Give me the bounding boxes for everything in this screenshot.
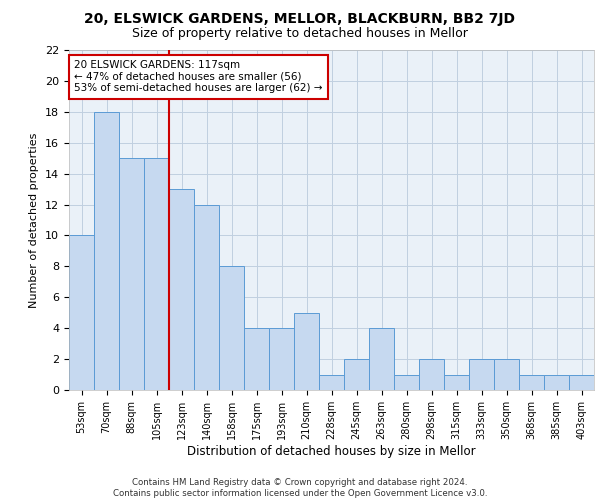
Bar bbox=[244, 328, 269, 390]
Bar bbox=[194, 204, 219, 390]
Bar bbox=[269, 328, 294, 390]
Bar bbox=[69, 236, 94, 390]
Bar bbox=[544, 374, 569, 390]
Bar bbox=[444, 374, 469, 390]
Y-axis label: Number of detached properties: Number of detached properties bbox=[29, 132, 40, 308]
Bar bbox=[144, 158, 169, 390]
Text: 20 ELSWICK GARDENS: 117sqm
← 47% of detached houses are smaller (56)
53% of semi: 20 ELSWICK GARDENS: 117sqm ← 47% of deta… bbox=[74, 60, 323, 94]
Text: Size of property relative to detached houses in Mellor: Size of property relative to detached ho… bbox=[132, 28, 468, 40]
Bar bbox=[169, 189, 194, 390]
Bar bbox=[394, 374, 419, 390]
Bar bbox=[469, 359, 494, 390]
Bar bbox=[519, 374, 544, 390]
Bar bbox=[344, 359, 369, 390]
Bar bbox=[294, 312, 319, 390]
X-axis label: Distribution of detached houses by size in Mellor: Distribution of detached houses by size … bbox=[187, 444, 476, 458]
Bar bbox=[419, 359, 444, 390]
Bar bbox=[369, 328, 394, 390]
Bar bbox=[94, 112, 119, 390]
Text: 20, ELSWICK GARDENS, MELLOR, BLACKBURN, BB2 7JD: 20, ELSWICK GARDENS, MELLOR, BLACKBURN, … bbox=[85, 12, 515, 26]
Bar bbox=[494, 359, 519, 390]
Bar bbox=[219, 266, 244, 390]
Bar bbox=[319, 374, 344, 390]
Bar bbox=[119, 158, 144, 390]
Bar bbox=[569, 374, 594, 390]
Text: Contains HM Land Registry data © Crown copyright and database right 2024.
Contai: Contains HM Land Registry data © Crown c… bbox=[113, 478, 487, 498]
